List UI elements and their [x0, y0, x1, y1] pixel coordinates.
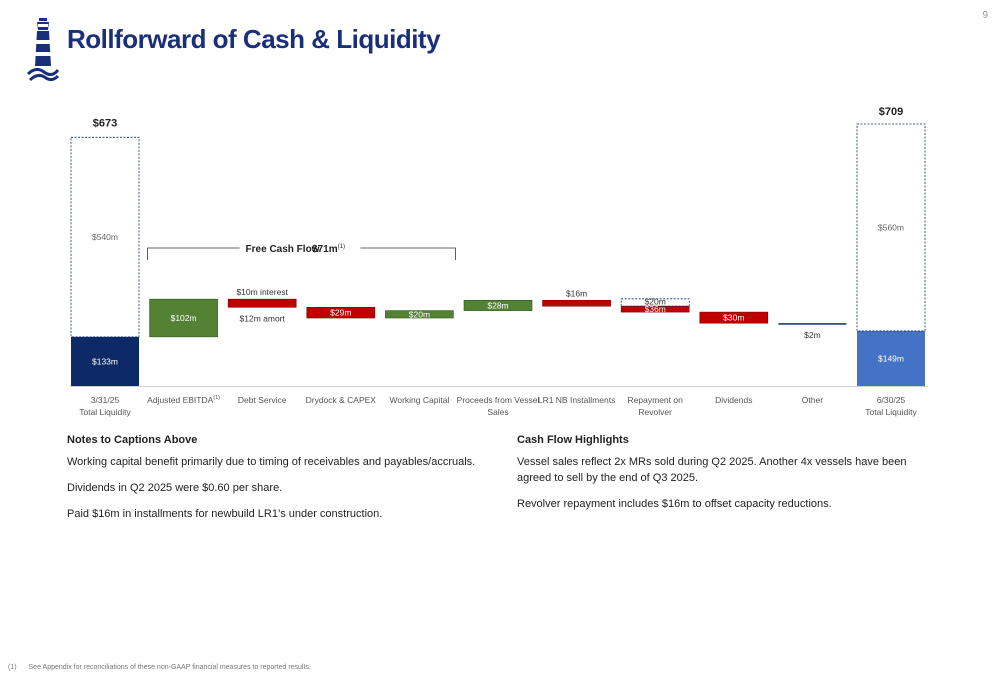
data-label-step: $20m: [409, 309, 430, 319]
bar-start-cash: [71, 336, 139, 386]
note-item: Dividends in Q2 2025 were $0.60 per shar…: [67, 481, 283, 494]
data-label-step-top: $10m interest: [236, 287, 288, 297]
bar-end-undrawn: [856, 123, 926, 332]
x-tick-label: Drydock & CAPEX: [306, 395, 377, 405]
data-label-step: $30m: [723, 313, 744, 323]
notes-right-heading: Cash Flow Highlights: [517, 434, 629, 446]
x-tick-label: Repayment on: [628, 395, 684, 405]
bar-step: [778, 323, 847, 325]
x-tick-label: Proceeds from Vessel: [457, 395, 540, 405]
cash-flow-highlights: Cash Flow Highlights Vessel sales reflec…: [517, 433, 937, 523]
x-tick-label: Revolver: [638, 407, 672, 417]
data-label-step-top: $16m: [566, 288, 587, 298]
data-label-step-dotted: $20m: [645, 296, 666, 306]
fcf-value: $71m(1): [312, 244, 345, 255]
notes-to-captions: Notes to Captions Above Working capital …: [67, 433, 487, 533]
x-tick-label: 3/31/25: [91, 395, 120, 405]
note-item: Paid $16m in installments for newbuild L…: [67, 507, 383, 520]
data-label-step-bottom: $12m amort: [240, 313, 286, 323]
bar-step: [542, 299, 611, 307]
x-tick-label: Sales: [487, 407, 508, 417]
fcf-bracket-left: [147, 247, 240, 260]
data-label-start-undrawn: $540m: [92, 232, 118, 242]
x-tick-label: Total Liquidity: [79, 407, 131, 417]
highlight-item: Vessel sales reflect 2x MRs sold during …: [517, 455, 907, 484]
bar-step: [227, 298, 297, 308]
bar-start-undrawn: [70, 136, 140, 338]
highlight-item: Revolver repayment includes $16m to offs…: [517, 497, 832, 510]
data-label-step: $28m: [487, 300, 508, 310]
bar-step: [149, 298, 218, 338]
bar-step: [699, 311, 769, 324]
note-item: Working capital benefit primarily due to…: [67, 455, 476, 468]
bar-step-dotted: [620, 298, 690, 307]
data-label-end-cash: $149m: [878, 353, 904, 363]
bar-step: [385, 310, 454, 319]
data-label-end-undrawn: $560m: [878, 222, 904, 232]
x-tick-label: Adjusted EBITDA(1): [147, 395, 220, 405]
page-number: 9: [982, 10, 988, 21]
x-tick-label: Other: [802, 395, 823, 405]
data-label-step-bottom: $2m: [804, 330, 821, 340]
fcf-bracket-right: [360, 247, 456, 260]
footnote: (1) See Appendix for reconciliations of …: [8, 664, 311, 671]
footnote-number: (1): [8, 664, 17, 671]
cash-rollforward-waterfall-chart: $133m $540m $673 $102m $10m interest $12m amo…: [70, 106, 928, 417]
x-tick-label: Dividends: [715, 395, 752, 405]
total-label-start: $673: [93, 117, 117, 129]
data-label-start-cash: $133m: [92, 356, 118, 366]
data-label-step: $102m: [171, 313, 197, 323]
bar-step: [306, 306, 376, 319]
page-title: Rollforward of Cash & Liquidity: [67, 24, 441, 54]
bar-end-cash: [857, 330, 925, 386]
total-label-end: $709: [879, 106, 903, 118]
notes-left-heading: Notes to Captions Above: [67, 434, 198, 446]
x-tick-label: Total Liquidity: [865, 407, 917, 417]
data-label-step: $29m: [330, 308, 351, 318]
x-tick-label: Working Capital: [389, 395, 449, 405]
bar-step: [463, 299, 533, 311]
lighthouse-icon: [26, 18, 60, 82]
x-tick-label: 6/30/25: [877, 395, 906, 405]
fcf-label: Free Cash Flow: [246, 244, 320, 255]
data-label-step: $36m: [645, 304, 666, 314]
x-tick-label: LR1 NB Installments: [538, 395, 615, 405]
footnote-text: See Appendix for reconciliations of thes…: [28, 664, 311, 671]
x-tick-label: Debt Service: [238, 395, 287, 405]
